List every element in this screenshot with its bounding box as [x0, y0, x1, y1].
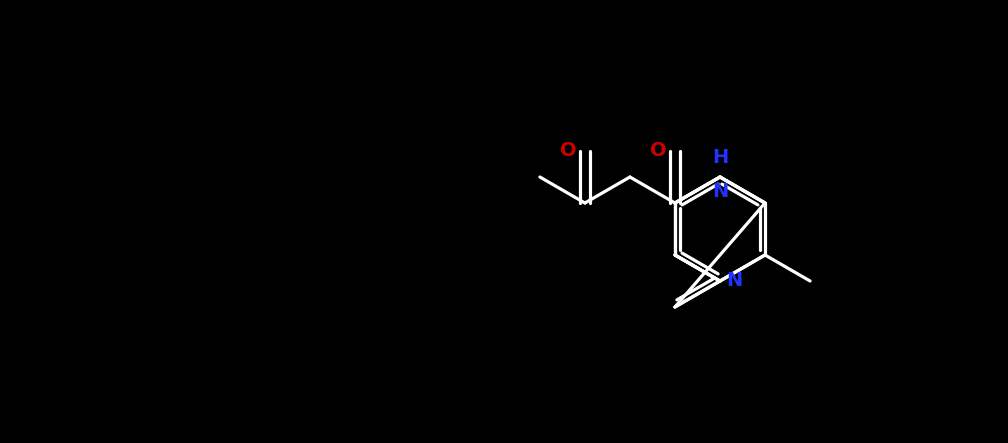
Text: N: N — [726, 272, 742, 291]
Text: N: N — [712, 182, 728, 201]
Text: H: H — [712, 148, 728, 167]
Text: O: O — [650, 141, 667, 160]
Text: O: O — [560, 141, 577, 160]
